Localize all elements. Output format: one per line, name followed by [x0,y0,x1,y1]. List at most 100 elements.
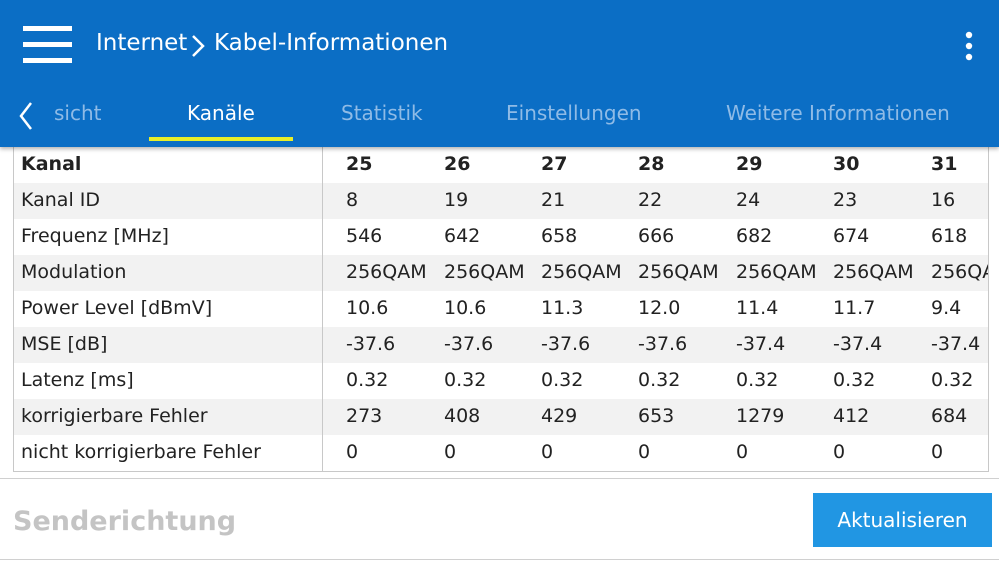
cell-value: 1279 [736,405,785,427]
column-separator [322,147,323,471]
cell-value: 16 [931,189,956,211]
tab-scroll-left[interactable] [17,100,37,132]
cell-value: -37.6 [541,333,591,355]
cell-value: 412 [833,405,870,427]
tab[interactable]: sicht [54,101,102,125]
table-row: Kanal 25 26 27 28 29 30 31 [14,147,988,183]
cell-value: 0.32 [833,369,876,391]
cell-value: 9.4 [931,297,962,319]
row-label: Kanal [21,153,82,175]
cell-value: 429 [541,405,578,427]
cell-value: 0.32 [638,369,681,391]
cell-value: 642 [444,225,481,247]
cell-value: -37.4 [833,333,883,355]
row-label: Modulation [21,261,127,283]
breadcrumb-item[interactable]: Internet [96,30,188,56]
row-label: Frequenz [MHz] [21,225,169,247]
breadcrumb-item: Kabel-Informationen [214,30,449,56]
cell-value: 408 [444,405,481,427]
row-label: Power Level [dBmV] [21,297,213,319]
cell-value: -37.4 [736,333,786,355]
cell-value: 618 [931,225,968,247]
cell-value: 10.6 [444,297,487,319]
table-row: Latenz [ms] 0.32 0.32 0.32 0.32 0.32 0.32 0.32 [14,363,988,399]
cell-value: 11.4 [736,297,779,319]
cell-value: 256QAM [638,261,719,283]
table-row: MSE [dB] -37.6 -37.6 -37.6 -37.6 -37.4 -37.4 -3… [14,327,988,363]
row-label: nicht korrigierbare Fehler [21,441,261,463]
cell-value: 0.32 [444,369,487,391]
cell-value: 25 [346,153,373,175]
cell-value: 0 [346,441,359,463]
cell-value: 0.32 [541,369,584,391]
cell-value: 30 [833,153,860,175]
row-label: Kanal ID [21,189,101,211]
table-row: Modulation 256QAM 256QAM 256QAM 256QAM 256QAM… [14,255,988,291]
tab[interactable]: Weitere Informationen [726,101,950,125]
cell-value: 10.6 [346,297,389,319]
cell-value: 29 [736,153,763,175]
cell-value: 256QAM [736,261,817,283]
menu-button[interactable] [20,22,80,72]
divider [0,478,999,479]
table-row: Frequenz [MHz] 546 642 658 666 682 674 618 [14,219,988,255]
cell-value: 0.32 [736,369,779,391]
cell-value: 682 [736,225,773,247]
cell-value: 256QAM [541,261,622,283]
channel-table: Kanal 25 26 27 28 29 30 31 Kanal ID 8 19 21 22 24 23 16… [13,147,989,472]
cell-value: 658 [541,225,578,247]
cell-value: 0 [444,441,457,463]
cell-value: 27 [541,153,568,175]
row-label: Latenz [ms] [21,369,134,391]
cell-value: 674 [833,225,870,247]
cell-value: 0.32 [346,369,389,391]
cell-value: 21 [541,189,566,211]
cell-value: -37.6 [638,333,688,355]
row-label: MSE [dB] [21,333,108,355]
cell-value: 0 [833,441,846,463]
tab[interactable]: Kanäle [187,101,255,125]
cell-value: -37.4 [931,333,981,355]
cell-value: 256QAM [346,261,427,283]
cell-value: 28 [638,153,665,175]
cell-value: 546 [346,225,383,247]
cell-value: -37.6 [346,333,396,355]
cell-value: 31 [931,153,958,175]
tab[interactable]: Einstellungen [506,101,642,125]
cell-value: 0 [638,441,651,463]
table-row: Power Level [dBmV] 10.6 10.6 11.3 12.0 11.4 11… [14,291,988,327]
divider [0,559,999,560]
cell-value: 22 [638,189,663,211]
refresh-button[interactable]: Aktualisieren [813,493,992,547]
cell-value: 256QAM [444,261,525,283]
cell-value: 12.0 [638,297,681,319]
tab-indicator [149,137,293,141]
tab[interactable]: Statistik [341,101,423,125]
cell-value: 0 [541,441,554,463]
cell-value: 256QAM [931,261,988,283]
cell-value: 653 [638,405,675,427]
breadcrumb-chevron [192,35,205,57]
cell-value: 19 [444,189,469,211]
cell-value: 8 [346,189,359,211]
section-title: Senderichtung [13,506,237,537]
more-menu[interactable] [963,30,975,64]
cell-value: 11.3 [541,297,584,319]
cell-value: 0.32 [931,369,974,391]
table-row: Kanal ID 8 19 21 22 24 23 16 [14,183,988,219]
table-row: korrigierbare Fehler 273 408 429 653 1279 412 6… [14,399,988,435]
table-row: nicht korrigierbare Fehler 0 0 0 0 0 0 0 [14,435,988,471]
cell-value: 26 [444,153,471,175]
cell-value: 23 [833,189,858,211]
cell-value: 0 [736,441,749,463]
cell-value: 684 [931,405,968,427]
row-label: korrigierbare Fehler [21,405,208,427]
cell-value: -37.6 [444,333,494,355]
cell-value: 273 [346,405,383,427]
cell-value: 24 [736,189,761,211]
cell-value: 256QAM [833,261,914,283]
cell-value: 666 [638,225,675,247]
app-bar: Internet Kabel-Informationen sicht Kanäl… [0,0,999,147]
cell-value: 0 [931,441,944,463]
